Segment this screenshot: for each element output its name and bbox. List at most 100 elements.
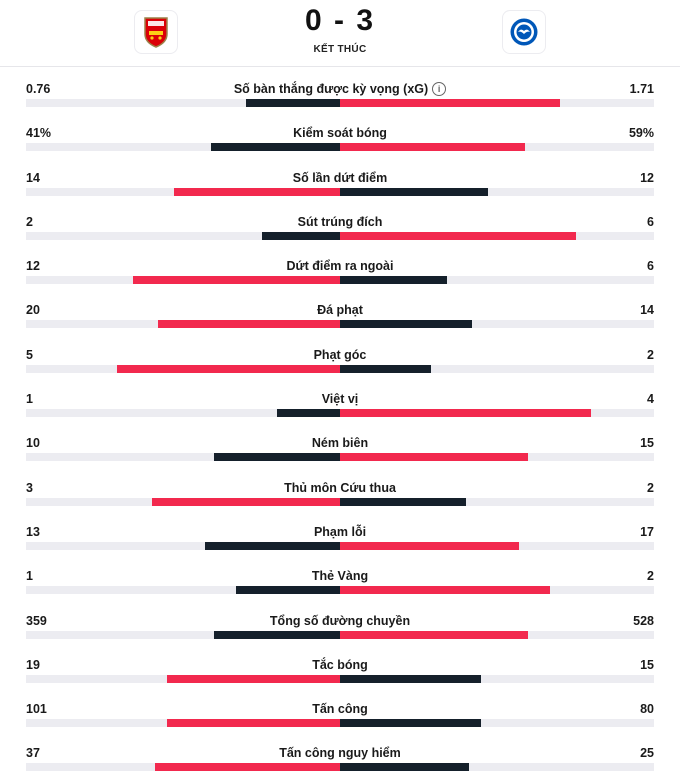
home-team-crest[interactable] [134, 10, 178, 54]
home-stat-bar [167, 719, 340, 728]
away-bar-track [340, 763, 654, 772]
away-team-crest[interactable] [502, 10, 546, 54]
away-bar-track [340, 276, 654, 285]
away-bar-track [340, 453, 654, 462]
away-stat-value: 15 [640, 436, 654, 451]
home-stat-value: 13 [26, 524, 40, 539]
stat-label-text: Ném biên [311, 436, 369, 451]
away-stat-value: 6 [647, 214, 654, 229]
home-stat-value: 41% [26, 126, 52, 141]
home-bar-track [26, 719, 340, 728]
arsenal-crest-icon [144, 17, 168, 48]
stat-label: Tổng số đường chuyền [140, 614, 540, 629]
stat-row: 101 Tấn công 80 [0, 686, 680, 730]
home-bar-track [26, 497, 340, 506]
away-stat-value: 2 [647, 347, 654, 362]
away-bar-track [340, 99, 654, 107]
stat-label-text: Số lần dứt điểm [292, 170, 388, 185]
home-bar-track [26, 674, 340, 683]
match-status: KẾT THÚC [313, 44, 367, 55]
stat-label: Đá phạt [140, 303, 540, 318]
away-stat-bar [340, 187, 488, 196]
home-bar-track [26, 364, 340, 373]
home-stat-value: 1 [26, 569, 33, 584]
home-stat-bar [211, 143, 340, 152]
stat-label-text: Sút trúng đích [297, 214, 383, 229]
home-stat-bar [173, 187, 340, 196]
away-stat-bar [340, 763, 469, 772]
stat-label-text: Tấn công [312, 702, 368, 717]
stat-row: 2 Sút trúng đích 6 [0, 199, 680, 243]
stat-label: Kiểm soát bóng [140, 126, 540, 141]
stat-row: 12 Dứt điểm ra ngoài 6 [0, 243, 680, 287]
away-stat-value: 25 [640, 746, 654, 761]
stat-label: Phạm lỗi [140, 525, 540, 540]
stat-label-text: Thẻ Vàng [311, 569, 369, 584]
match-score: 0 - 3 [304, 4, 376, 37]
away-stat-value: 6 [647, 259, 654, 274]
stat-label: Thẻ Vàng [140, 569, 540, 584]
away-stat-bar [340, 586, 551, 595]
stat-row: 3 Thủ môn Cứu thua 2 [0, 465, 680, 509]
away-stat-value: 14 [640, 303, 654, 318]
away-stat-value: 1.71 [629, 82, 654, 96]
away-stat-value: 12 [640, 170, 654, 185]
stat-label: Số bàn thắng được kỳ vọng (xG) i [140, 82, 540, 97]
stat-row: 359 Tổng số đường chuyền 528 [0, 598, 680, 642]
stat-label: Việt vị [140, 392, 540, 407]
home-bar-track [26, 231, 340, 240]
away-stat-value: 80 [640, 702, 654, 717]
away-stat-value: 59% [628, 126, 654, 141]
away-stat-bar [340, 630, 529, 639]
home-stat-bar [157, 320, 340, 329]
stat-row: 5 Phạt góc 2 [0, 332, 680, 376]
home-bar-track [26, 320, 340, 329]
away-stat-bar [340, 143, 526, 152]
home-stat-value: 37 [26, 746, 40, 761]
home-stat-value: 0.76 [26, 82, 51, 96]
stat-label: Số lần dứt điểm [140, 171, 540, 186]
away-bar-track [340, 719, 654, 728]
home-bar-track [26, 541, 340, 550]
home-stat-bar [261, 231, 340, 240]
stat-label: Tắc bóng [140, 658, 540, 673]
home-stat-bar [214, 630, 340, 639]
home-stat-value: 1 [26, 392, 33, 407]
stat-row: 1 Thẻ Vàng 2 [0, 553, 680, 597]
home-bar-track [26, 763, 340, 772]
away-bar-track [340, 231, 654, 240]
away-stat-bar [340, 320, 472, 329]
home-stat-bar [277, 409, 340, 418]
home-bar-track [26, 409, 340, 418]
stat-row: 14 Số lần dứt điểm 12 [0, 155, 680, 199]
stat-label-text: Dứt điểm ra ngoài [286, 259, 394, 274]
away-stat-bar [340, 276, 447, 285]
away-stat-bar [340, 364, 432, 373]
home-stat-bar [236, 586, 340, 595]
home-stat-value: 5 [26, 347, 33, 362]
stat-label: Sút trúng đích [140, 215, 540, 230]
away-bar-track [340, 586, 654, 595]
info-icon[interactable]: i [432, 82, 447, 96]
home-stat-bar [245, 99, 340, 107]
home-stat-bar [167, 674, 340, 683]
away-bar-track [340, 143, 654, 152]
stat-row: 19 Tắc bóng 15 [0, 642, 680, 686]
home-stat-bar [132, 276, 340, 285]
stat-row: 37 Tấn công nguy hiểm 25 [0, 730, 680, 774]
stat-label-text: Tấn công nguy hiểm [279, 746, 401, 761]
home-stat-value: 10 [26, 436, 40, 451]
stat-label: Dứt điểm ra ngoài [140, 259, 540, 274]
stat-label-text: Phạt góc [313, 347, 367, 362]
stat-label-text: Thủ môn Cứu thua [284, 480, 396, 495]
away-stat-value: 17 [640, 524, 654, 539]
home-stat-bar [204, 541, 340, 550]
stat-label-text: Đá phạt [317, 303, 363, 318]
stat-label: Tấn công nguy hiểm [140, 746, 540, 761]
away-stat-value: 2 [647, 480, 654, 495]
stat-row: 0.76 Số bàn thắng được kỳ vọng (xG) i 1.71 [0, 66, 680, 110]
home-stat-value: 2 [26, 214, 33, 229]
stat-label: Thủ môn Cứu thua [140, 481, 540, 496]
stat-row: 41% Kiểm soát bóng 59% [0, 110, 680, 154]
stat-row: 13 Phạm lỗi 17 [0, 509, 680, 553]
